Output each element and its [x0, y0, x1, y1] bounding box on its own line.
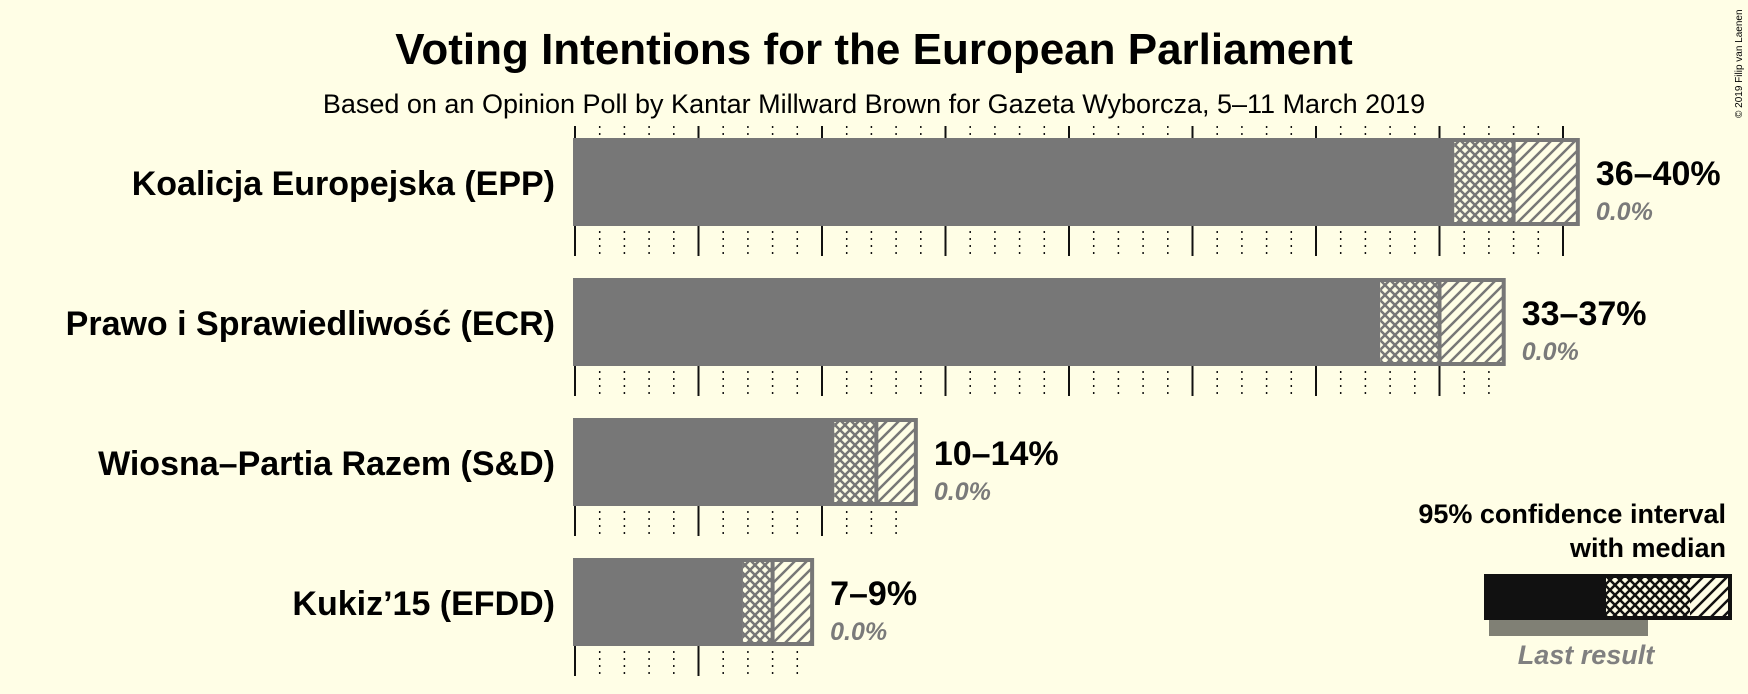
- bar-solid: [575, 420, 835, 504]
- bar-outline: [573, 278, 1506, 366]
- range-label: 10–14%: [934, 435, 1059, 473]
- legend-title-line1: 95% confidence interval: [1418, 499, 1726, 529]
- bars: Koalicja Europejska (EPP) 36–40% 0.0% Prawo…: [66, 138, 1721, 646]
- bar-outline: [573, 418, 918, 506]
- legend-ci-upper: [1690, 576, 1730, 618]
- ci-upper-segment: [1439, 280, 1504, 364]
- range-label: 7–9%: [830, 575, 917, 613]
- last-result-label: 0.0%: [1522, 338, 1579, 366]
- range-label: 36–40%: [1596, 155, 1721, 193]
- ci-lower-segment: [834, 420, 877, 504]
- legend-last-result-label: Last result: [1518, 640, 1656, 670]
- legend-frame: [1484, 574, 1732, 620]
- chart-title: Voting Intentions for the European Parli…: [395, 25, 1353, 74]
- bar-solid: [575, 280, 1381, 364]
- legend: 95% confidence interval with median Last…: [1418, 499, 1732, 670]
- legend-median-bar: [1486, 576, 1606, 618]
- range-label: 33–37%: [1522, 295, 1647, 333]
- bar-outline: [573, 558, 815, 646]
- legend-ci-lower: [1606, 576, 1690, 618]
- bar-outline: [573, 138, 1580, 226]
- party-label: Prawo i Sprawiedliwość (ECR): [66, 305, 555, 343]
- ci-upper-segment: [772, 560, 813, 644]
- copyright-text: © 2019 Filip van Laenen: [1734, 9, 1745, 118]
- party-label: Koalicja Europejska (EPP): [132, 165, 555, 203]
- party-label: Wiosna–Partia Razem (S&D): [98, 445, 555, 483]
- party-label: Kukiz’15 (EFDD): [292, 585, 555, 623]
- bar-solid: [575, 560, 743, 644]
- last-result-label: 0.0%: [1596, 198, 1653, 226]
- bar-solid: [575, 140, 1455, 224]
- grid: [574, 126, 1564, 676]
- ci-lower-segment: [1380, 280, 1440, 364]
- last-result-label: 0.0%: [830, 618, 887, 646]
- ci-lower-segment: [742, 560, 773, 644]
- chart-subtitle: Based on an Opinion Poll by Kantar Millw…: [323, 89, 1425, 119]
- ci-upper-segment: [1513, 140, 1578, 224]
- ci-lower-segment: [1454, 140, 1514, 224]
- last-result-label: 0.0%: [934, 478, 991, 506]
- ci-upper-segment: [876, 420, 916, 504]
- legend-title-line2: with median: [1569, 533, 1726, 563]
